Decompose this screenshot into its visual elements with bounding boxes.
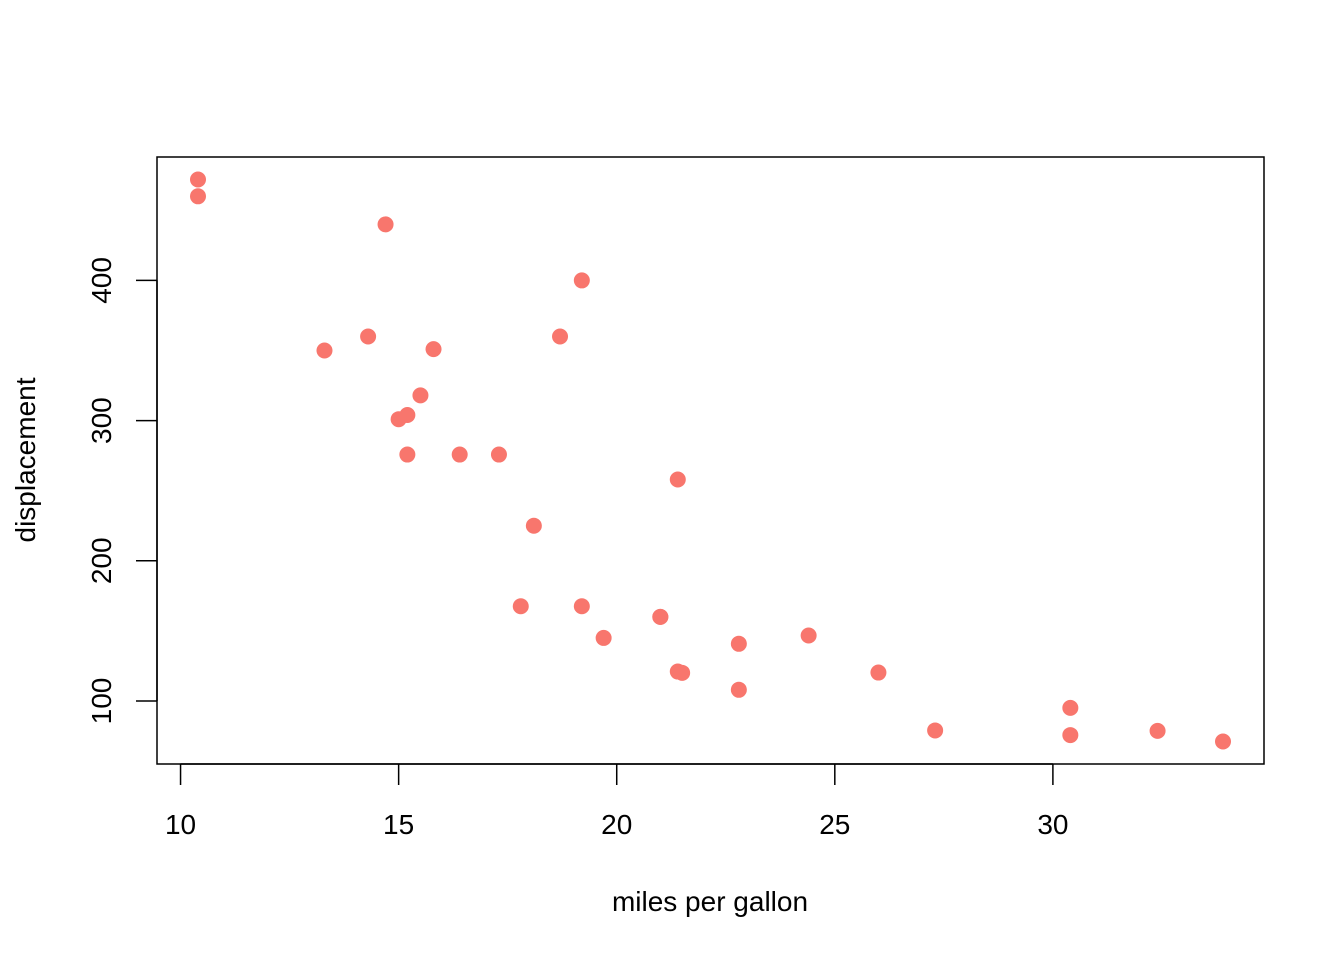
data-point [573,272,590,289]
data-point [652,608,669,625]
y-tick-label: 200 [86,537,117,584]
y-tick-label: 400 [86,257,117,304]
x-axis: 10 15 20 25 30 [165,763,1068,840]
data-point [1149,722,1166,739]
data-point [1062,699,1079,716]
data-point [399,446,416,463]
data-point [190,188,206,205]
data-point [525,517,542,534]
data-point [669,471,686,488]
data-point [425,341,442,358]
data-point [390,411,407,428]
y-tick-label: 300 [86,397,117,444]
points [190,171,1231,750]
data-point [190,171,206,188]
data-point [316,342,333,359]
data-point [1215,733,1231,750]
data-point [490,446,507,463]
x-tick-label: 15 [383,809,414,840]
y-tick-label: 100 [86,678,117,725]
data-point [552,328,569,345]
x-tick-label: 25 [819,809,850,840]
data-point [360,328,377,345]
x-tick-label: 30 [1037,809,1068,840]
plot-frame [156,156,1265,765]
data-point [1062,727,1079,744]
x-tick-label: 10 [165,809,196,840]
data-point [573,598,590,615]
data-point [800,627,817,644]
data-point [595,629,612,646]
y-axis: 100 200 300 400 [86,257,158,725]
data-point [377,216,394,233]
data-point [412,387,429,404]
data-point [730,681,747,698]
y-axis-label: displacement [10,377,41,542]
data-point [512,598,529,615]
data-point [669,663,686,680]
data-point [870,664,887,681]
data-point [927,722,944,739]
data-point [451,446,468,463]
x-axis-label: miles per gallon [612,886,808,917]
data-point [730,635,747,652]
x-tick-label: 20 [601,809,632,840]
